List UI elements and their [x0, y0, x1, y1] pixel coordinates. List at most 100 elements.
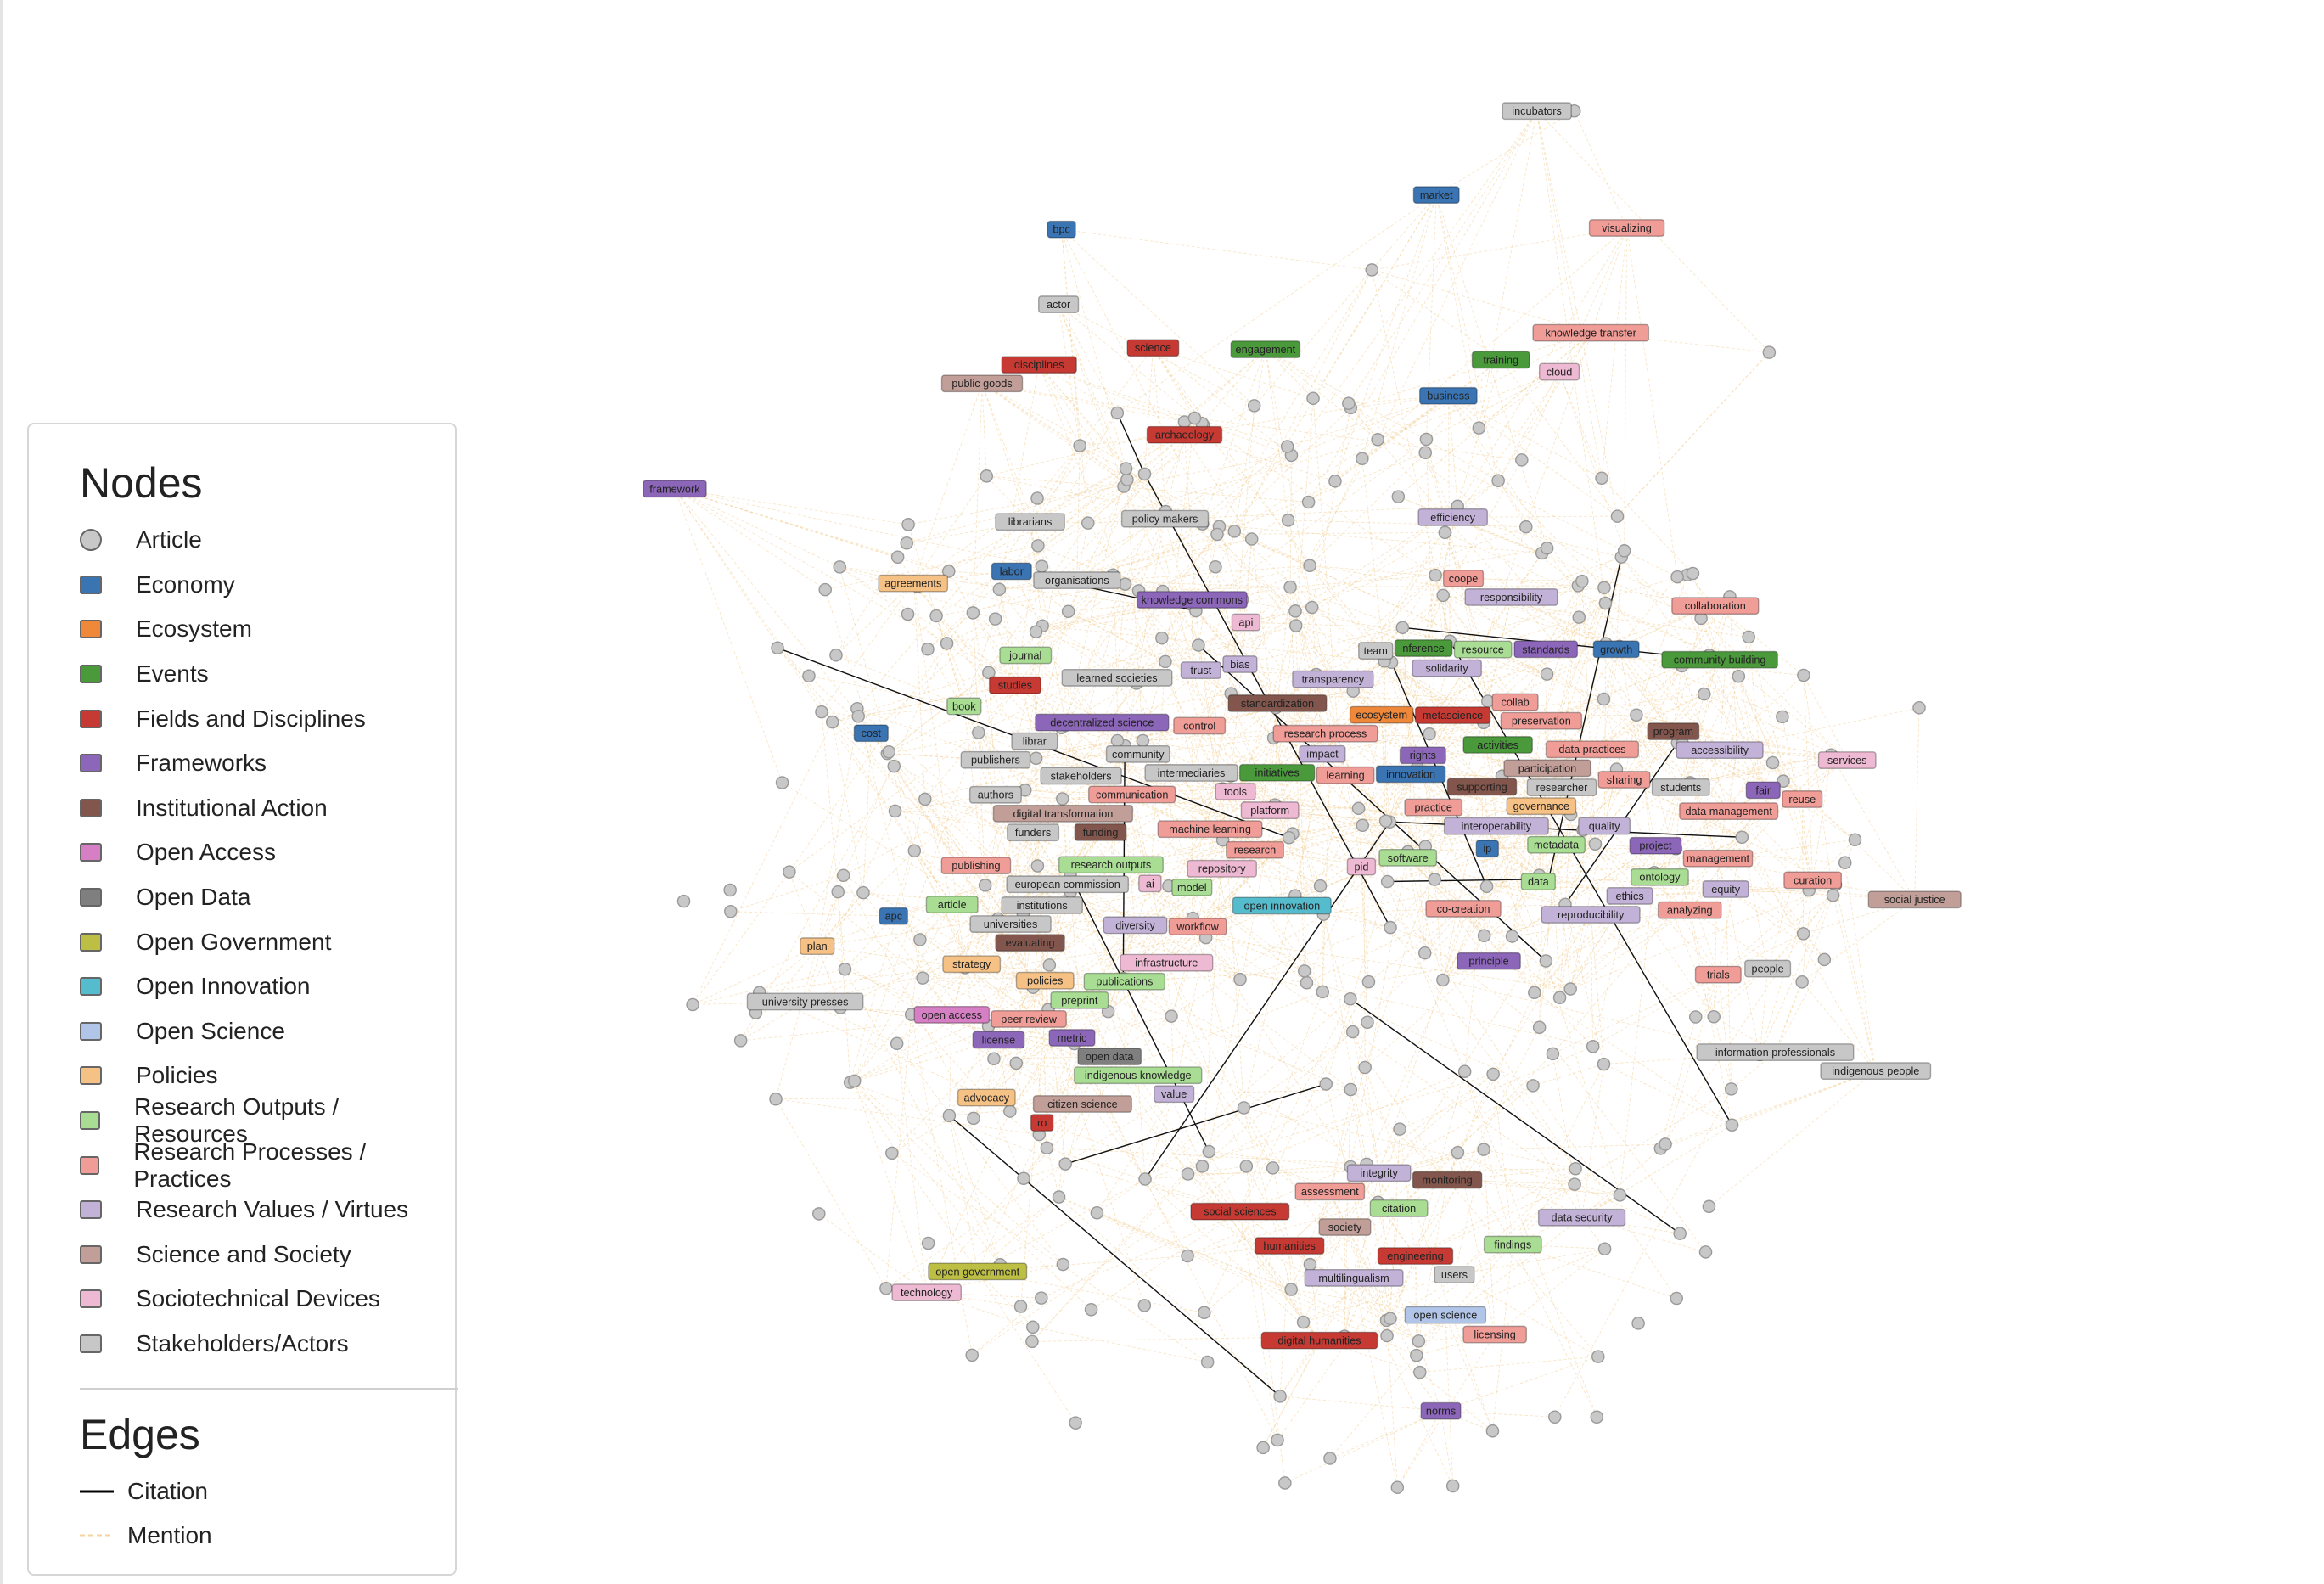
article-node[interactable] [1765, 755, 1780, 770]
article-node[interactable] [1237, 1101, 1251, 1115]
article-node[interactable] [1119, 462, 1133, 475]
article-node[interactable] [882, 744, 896, 759]
concept-node-research[interactable]: research [1226, 840, 1284, 859]
article-node[interactable] [1795, 975, 1809, 989]
concept-node-cost[interactable]: cost [853, 724, 889, 743]
article-node[interactable] [1912, 700, 1926, 715]
concept-node-science[interactable]: science [1126, 339, 1180, 357]
article-node[interactable] [1017, 1171, 1030, 1186]
article-node[interactable] [1613, 1188, 1627, 1202]
article-node[interactable] [1762, 345, 1777, 359]
concept-node-labor[interactable]: labor [991, 562, 1032, 581]
concept-node-peer-review[interactable]: peer review [991, 1009, 1067, 1028]
article-node[interactable] [1361, 975, 1376, 989]
article-node[interactable] [1256, 1441, 1270, 1455]
article-node[interactable] [1797, 668, 1810, 682]
article-node[interactable] [1569, 1162, 1582, 1176]
concept-node-norms[interactable]: norms [1420, 1401, 1462, 1420]
concept-node-indigenous-knowledge[interactable]: indigenous knowledge [1073, 1066, 1203, 1085]
article-node[interactable] [1591, 1350, 1605, 1363]
article-node[interactable] [1485, 1424, 1500, 1438]
concept-node-services[interactable]: services [1817, 751, 1877, 769]
article-node[interactable] [890, 1036, 904, 1051]
article-node[interactable] [1796, 927, 1810, 941]
article-node[interactable] [771, 641, 784, 655]
concept-node-studies[interactable]: studies [988, 676, 1041, 694]
article-node[interactable] [1120, 473, 1134, 486]
article-node[interactable] [1181, 1167, 1195, 1181]
concept-node-reuse[interactable]: reuse [1782, 790, 1823, 808]
concept-node-funders[interactable]: funders [1007, 823, 1060, 842]
article-node[interactable] [1052, 1190, 1066, 1204]
article-node[interactable] [921, 1236, 935, 1250]
concept-node-publishers[interactable]: publishers [960, 750, 1031, 769]
article-node[interactable] [1301, 495, 1316, 509]
article-node[interactable] [1278, 1476, 1292, 1490]
article-node[interactable] [1631, 1317, 1645, 1330]
concept-node-engineering[interactable]: engineering [1377, 1247, 1454, 1265]
concept-node-journal[interactable]: journal [999, 646, 1053, 665]
article-node[interactable] [1356, 452, 1369, 466]
concept-node-society[interactable]: society [1318, 1218, 1372, 1236]
article-node[interactable] [1546, 1047, 1560, 1061]
article-node[interactable] [1597, 1242, 1612, 1256]
article-node[interactable] [1035, 559, 1049, 573]
concept-node-policies[interactable]: policies [1015, 971, 1075, 990]
article-node[interactable] [1009, 1056, 1024, 1070]
article-node[interactable] [887, 759, 901, 773]
article-node[interactable] [724, 905, 738, 918]
article-node[interactable] [1419, 432, 1434, 447]
concept-node-bpc[interactable]: bpc [1047, 220, 1076, 239]
article-node[interactable] [836, 868, 850, 883]
article-node[interactable] [1283, 580, 1297, 594]
concept-node-efficiency[interactable]: efficiency [1417, 508, 1489, 526]
concept-node-training[interactable]: training [1471, 351, 1530, 369]
article-node[interactable] [1436, 588, 1450, 603]
article-node[interactable] [1195, 1160, 1210, 1173]
concept-node-open-government[interactable]: open government [928, 1262, 1028, 1281]
concept-node-machine-learning[interactable]: machine learning [1157, 820, 1263, 839]
concept-node-social-justice[interactable]: social justice [1867, 890, 1962, 909]
concept-node-indigenous-people[interactable]: indigenous people [1820, 1062, 1932, 1081]
concept-node-citizen-science[interactable]: citizen science [1032, 1095, 1132, 1113]
concept-node-market[interactable]: market [1412, 186, 1460, 205]
article-node[interactable] [1159, 654, 1172, 669]
article-node[interactable] [1526, 1079, 1540, 1093]
concept-node-plan[interactable]: plan [800, 937, 835, 956]
article-node[interactable] [1532, 1020, 1547, 1035]
article-node[interactable] [1013, 1300, 1028, 1313]
concept-node-users[interactable]: users [1434, 1266, 1475, 1284]
concept-node-european-commission[interactable]: european commission [1006, 875, 1130, 894]
concept-node-analyzing[interactable]: analyzing [1657, 901, 1722, 919]
concept-node-governance[interactable]: governance [1506, 797, 1577, 816]
article-node[interactable] [918, 792, 932, 806]
article-node[interactable] [1090, 1205, 1104, 1220]
concept-node-university-presses[interactable]: university presses [746, 992, 864, 1011]
article-node[interactable] [1568, 1177, 1581, 1191]
article-node[interactable] [966, 606, 980, 620]
article-node[interactable] [1477, 929, 1491, 942]
article-node[interactable] [1118, 577, 1132, 591]
concept-node-authors[interactable]: authors [968, 785, 1022, 804]
concept-node-infrastructure[interactable]: infrastructure [1120, 953, 1214, 972]
article-node[interactable] [686, 997, 699, 1012]
article-node[interactable] [885, 1146, 899, 1160]
concept-node-open-science[interactable]: open science [1404, 1306, 1487, 1324]
article-node[interactable] [1110, 406, 1125, 420]
concept-node-software[interactable]: software [1378, 848, 1438, 867]
concept-node-interoperability[interactable]: interoperability [1443, 817, 1549, 835]
article-node[interactable] [1670, 570, 1684, 584]
article-node[interactable] [1323, 1452, 1337, 1465]
article-node[interactable] [1540, 541, 1554, 555]
article-node[interactable] [1313, 879, 1328, 893]
concept-node-solidarity[interactable]: solidarity [1412, 659, 1482, 677]
article-node[interactable] [1365, 263, 1379, 277]
article-node[interactable] [987, 1052, 1001, 1065]
concept-node-trust[interactable]: trust [1180, 661, 1221, 679]
concept-node-ethics[interactable]: ethics [1606, 886, 1653, 905]
concept-node-institutions[interactable]: institutions [1001, 896, 1083, 914]
article-node[interactable] [1477, 1143, 1490, 1156]
article-node[interactable] [1380, 874, 1395, 889]
concept-node-equity[interactable]: equity [1702, 880, 1749, 898]
